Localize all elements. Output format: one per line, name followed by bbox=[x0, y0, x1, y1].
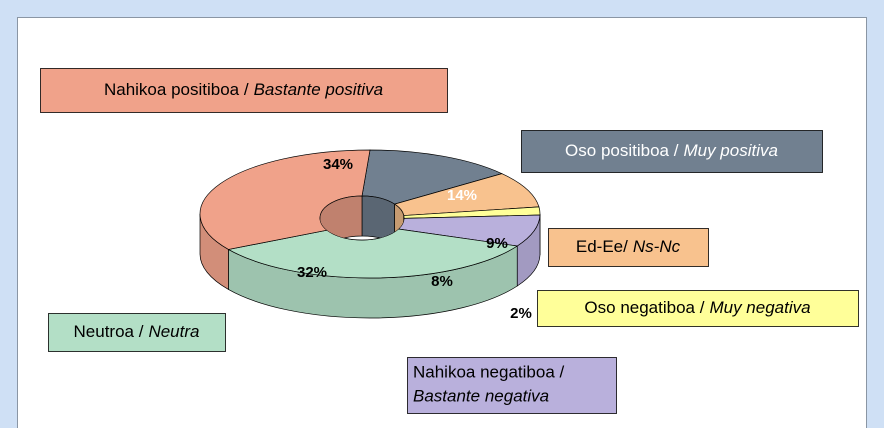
legend-label-es: Bastante positiva bbox=[254, 80, 383, 99]
legend-label-es: Ns-Nc bbox=[633, 237, 681, 256]
slice-side-shade bbox=[228, 246, 518, 318]
legend-label-eu: Nahikoa negatiboa / bbox=[413, 362, 565, 381]
data-label: 2% bbox=[510, 305, 532, 322]
legend-label-es: Neutra bbox=[148, 322, 199, 341]
legend-label-es: Bastante negativa bbox=[413, 386, 549, 405]
inner-wall-shade bbox=[320, 196, 362, 240]
legend-label-eu: Ed-Ee/ bbox=[576, 237, 628, 256]
slice-side-shade bbox=[517, 215, 540, 286]
legend-box bbox=[40, 68, 448, 113]
legend-label: Nahikoa positiboa / Bastante positiva bbox=[104, 80, 383, 99]
legend-label-eu: Oso negatiboa / bbox=[584, 298, 704, 317]
legend-label-es: Muy positiva bbox=[683, 141, 777, 160]
legend-label-eu: Neutroa / bbox=[74, 322, 144, 341]
inner-wall-shade bbox=[362, 196, 395, 240]
data-label: 32% bbox=[297, 264, 327, 281]
legend-label: Neutroa / Neutra bbox=[74, 322, 200, 341]
data-label: 9% bbox=[486, 235, 508, 252]
legend-box bbox=[537, 290, 859, 327]
inner-wall bbox=[361, 196, 395, 240]
hole-walls bbox=[320, 196, 404, 240]
data-label: 34% bbox=[323, 156, 353, 173]
legend-label: Oso positiboa / Muy positiva bbox=[565, 141, 778, 160]
legend-box bbox=[548, 228, 709, 267]
legend-box bbox=[48, 313, 226, 352]
legend-label-es: Muy negativa bbox=[709, 298, 810, 317]
inner-wall bbox=[320, 196, 363, 240]
legend-box bbox=[407, 357, 617, 414]
data-label: 14% bbox=[447, 187, 477, 204]
legend-box bbox=[521, 130, 823, 173]
legend-label: Ed-Ee/Ns-Nc bbox=[576, 237, 681, 256]
legend-label: Oso negatiboa / Muy negativa bbox=[584, 298, 810, 317]
legend-label-eu: Nahikoa positiboa / bbox=[104, 80, 249, 99]
legend-label-eu: Oso positiboa / bbox=[565, 141, 679, 160]
data-label: 8% bbox=[431, 273, 453, 290]
